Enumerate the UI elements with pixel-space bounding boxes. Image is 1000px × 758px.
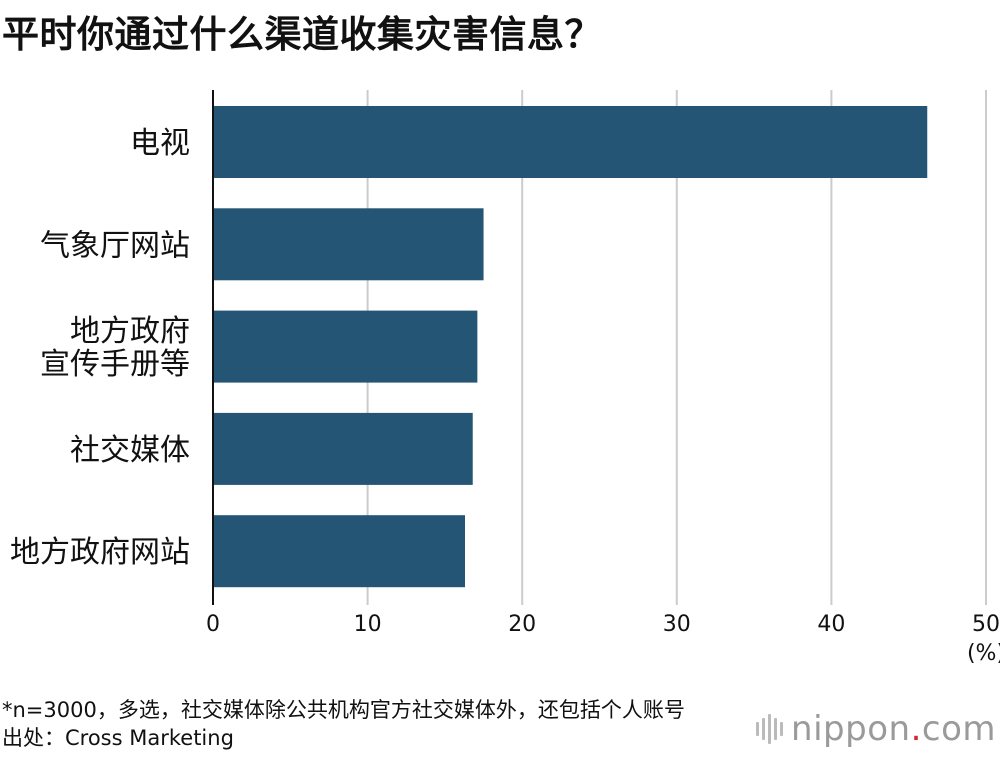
x-tick-label-30: 30 <box>663 612 691 637</box>
bar-4 <box>213 515 465 588</box>
logo-wordmark: nippon.com <box>791 709 996 749</box>
x-tick-label-0: 0 <box>206 612 220 637</box>
footnote-sample-note: *n=3000，多选，社交媒体除公共机构官方社交媒体外，还包括个人账号 <box>2 698 685 722</box>
bar-1 <box>213 208 484 281</box>
nippon-bars-icon <box>756 712 784 746</box>
category-label-2-line-1: 宣传手册等 <box>40 347 190 382</box>
x-tick-label-10: 10 <box>354 612 382 637</box>
category-label-3: 社交媒体 <box>70 433 190 468</box>
chart-title: 平时你通过什么渠道收集灾害信息？ <box>2 13 602 56</box>
x-axis-unit: (%) <box>967 641 1000 666</box>
logo-text-tail: com <box>921 709 996 749</box>
footnote: *n=3000，多选，社交媒体除公共机构官方社交媒体外，还包括个人账号 出处：C… <box>2 696 685 752</box>
bar-2 <box>213 310 478 383</box>
x-tick-label-50: 50 <box>972 612 1000 637</box>
category-label-1: 气象厅网站 <box>40 228 190 263</box>
x-tick-label-20: 20 <box>508 612 536 637</box>
logo-text-main: nippon <box>791 709 911 749</box>
x-tick-label-40: 40 <box>817 612 845 637</box>
bar-0 <box>213 106 928 178</box>
category-label-4: 地方政府网站 <box>10 535 190 570</box>
category-label-2-line-0: 地方政府 <box>70 314 190 349</box>
logo-text-dot: . <box>910 709 922 749</box>
footnote-source: 出处：Cross Marketing <box>2 726 234 750</box>
nippon-logo: nippon.com <box>756 708 996 750</box>
category-label-0: 电视 <box>130 126 190 161</box>
bar-3 <box>213 412 473 485</box>
